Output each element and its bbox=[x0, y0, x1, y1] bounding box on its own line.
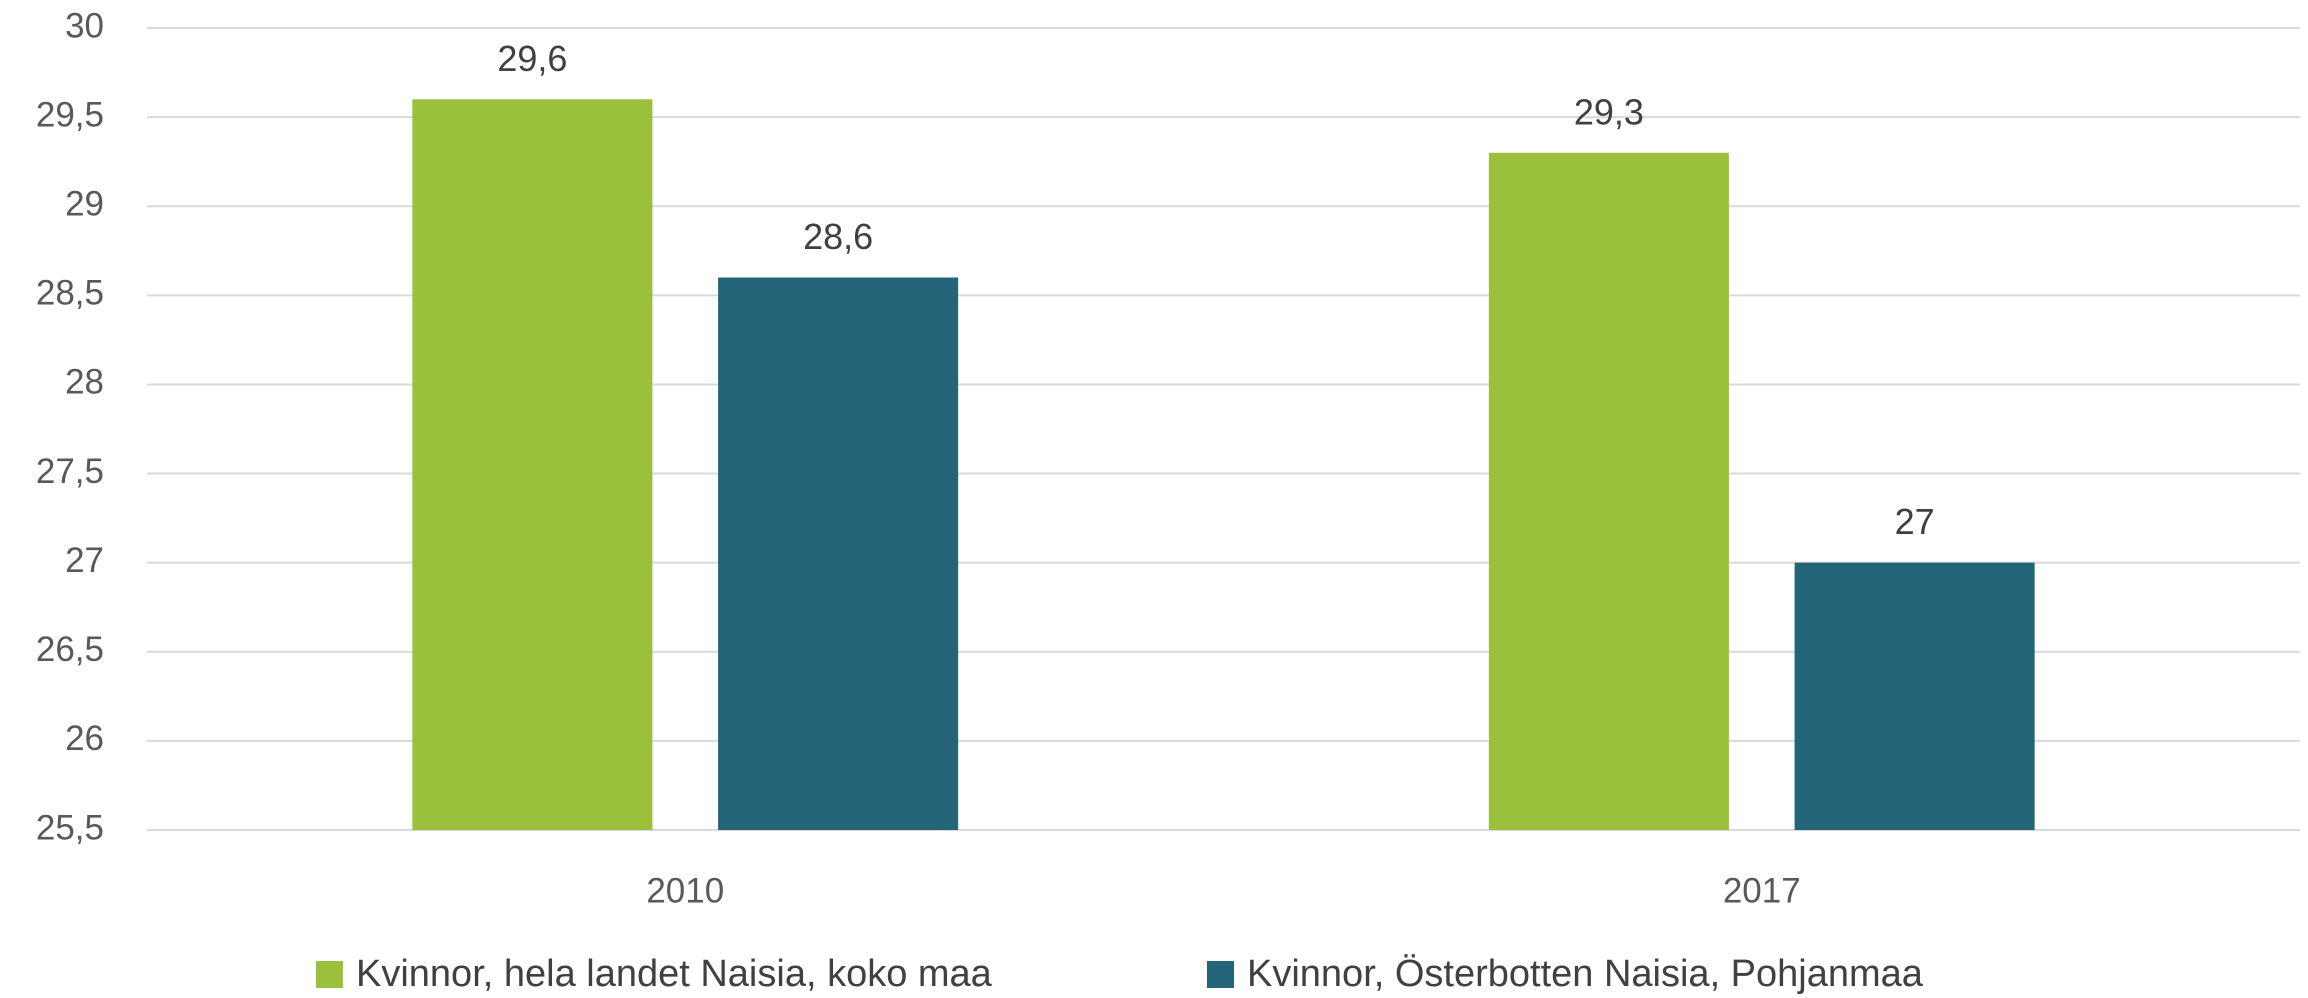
y-tick-label: 25,5 bbox=[36, 808, 104, 847]
y-tick-label: 30 bbox=[65, 6, 104, 45]
value-label: 29,6 bbox=[497, 38, 567, 79]
x-tick-label: 2010 bbox=[646, 871, 724, 910]
legend-swatch bbox=[1207, 961, 1234, 988]
y-tick-label: 28,5 bbox=[36, 274, 104, 313]
y-tick-label: 26 bbox=[65, 719, 104, 758]
value-label: 27 bbox=[1895, 501, 1935, 542]
x-tick-label: 2017 bbox=[1723, 871, 1801, 910]
value-label: 29,3 bbox=[1574, 91, 1644, 132]
y-tick-label: 29,5 bbox=[36, 95, 104, 134]
bar bbox=[718, 277, 959, 830]
value-label: 28,6 bbox=[803, 216, 873, 257]
legend-swatch bbox=[316, 961, 343, 988]
legend-label: Kvinnor, Österbotten Naisia, Pohjanmaa bbox=[1247, 953, 1924, 995]
y-tick-label: 26,5 bbox=[36, 630, 104, 669]
y-tick-label: 27,5 bbox=[36, 452, 104, 491]
bar bbox=[412, 99, 653, 831]
bar bbox=[1488, 152, 1729, 830]
y-tick-label: 27 bbox=[65, 541, 104, 580]
y-tick-label: 28 bbox=[65, 363, 104, 402]
bar bbox=[1794, 562, 2035, 830]
legend-label: Kvinnor, hela landet Naisia, koko maa bbox=[356, 953, 993, 995]
y-tick-label: 29 bbox=[65, 184, 104, 223]
